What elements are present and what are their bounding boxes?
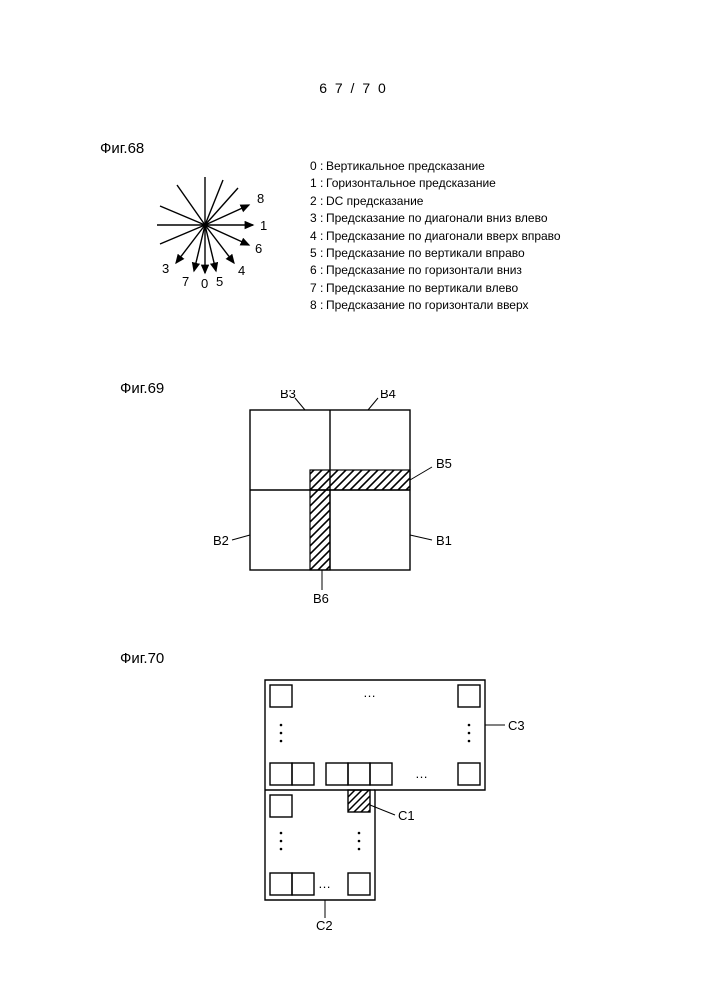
arrow-num-3: 3	[162, 261, 169, 276]
b3-callout: B3	[280, 390, 296, 401]
fig69-diagram: B3 B4 B5 B1 B2 B6	[210, 390, 510, 630]
legend-row: 1:Горизонтальное предсказание	[310, 175, 561, 192]
ellipsis: …	[415, 766, 428, 781]
c1-callout: C1	[398, 808, 415, 823]
fig68-starburst: 8 1 6 4 5 0 7 3	[110, 155, 310, 305]
legend-row: 7:Предсказание по вертикали влево	[310, 280, 561, 297]
arrow-num-8: 8	[257, 191, 264, 206]
fig69-label: Фиг.69	[120, 380, 164, 397]
arrow-num-0: 0	[201, 276, 208, 291]
legend-row: 4:Предсказание по диагонали вверх вправо	[310, 228, 561, 245]
b5-callout: B5	[436, 456, 452, 471]
b1-callout: B1	[436, 533, 452, 548]
arrow-num-7: 7	[182, 274, 189, 289]
legend-row: 5:Предсказание по вертикали вправо	[310, 245, 561, 262]
fig68-legend: 0:Вертикальное предсказание 1:Горизонтал…	[310, 158, 561, 315]
b6-callout: B6	[313, 591, 329, 606]
fig70-diagram: … … … C1 C2 C3	[195, 670, 535, 930]
c3-callout: C3	[508, 718, 525, 733]
arrow-num-1: 1	[260, 218, 267, 233]
ellipsis: …	[318, 876, 331, 891]
b4-callout: B4	[380, 390, 396, 401]
legend-row: 2:DC предсказание	[310, 193, 561, 210]
c2-callout: C2	[316, 918, 333, 930]
legend-row: 8:Предсказание по горизонтали вверх	[310, 297, 561, 314]
legend-row: 6:Предсказание по горизонтали вниз	[310, 262, 561, 279]
arrow-num-6: 6	[255, 241, 262, 256]
arrow-num-4: 4	[238, 263, 245, 278]
b2-callout: B2	[213, 533, 229, 548]
page-number: 6 7 / 7 0	[0, 80, 707, 96]
arrow-num-5: 5	[216, 274, 223, 289]
ellipsis: …	[363, 685, 376, 700]
fig70-label: Фиг.70	[120, 650, 164, 667]
legend-row: 0:Вертикальное предсказание	[310, 158, 561, 175]
legend-row: 3:Предсказание по диагонали вниз влево	[310, 210, 561, 227]
